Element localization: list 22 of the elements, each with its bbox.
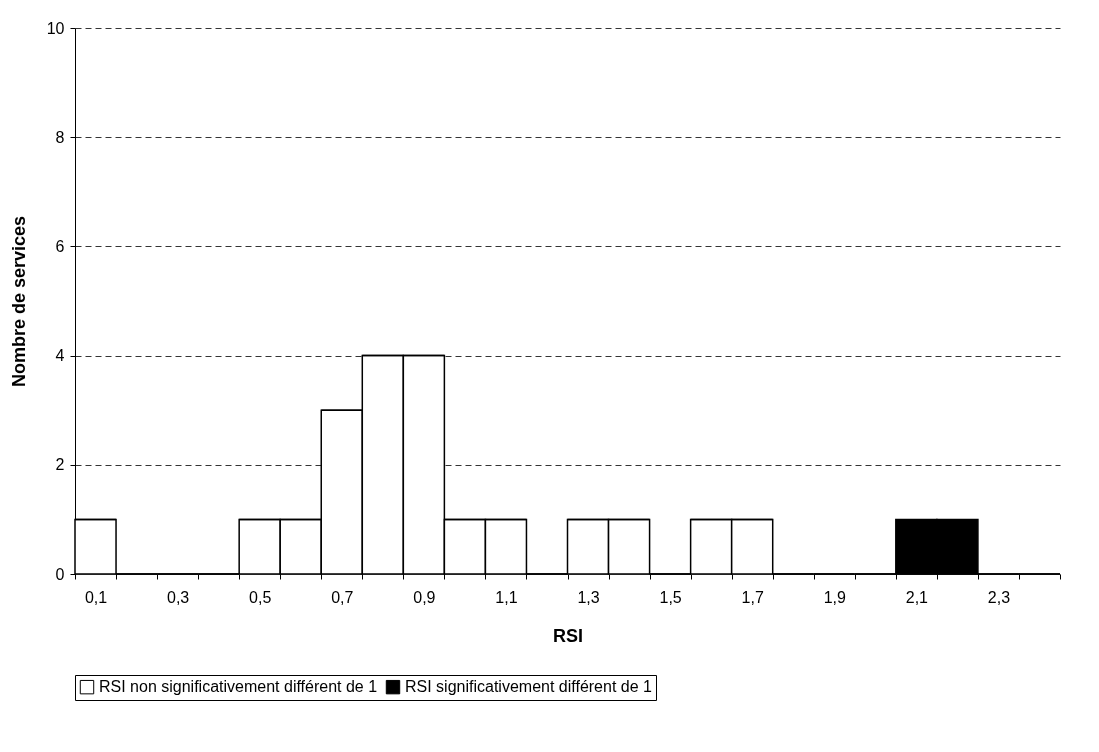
y-tick-label: 4 <box>55 347 65 365</box>
x-tick-label: 1,9 <box>823 588 846 606</box>
y-tick-label: 10 <box>46 19 65 37</box>
x-tick-label: 2,3 <box>987 588 1011 606</box>
x-tick-label: 0,9 <box>413 588 436 606</box>
legend-label: RSI significativement différent de 1 <box>405 678 653 696</box>
x-axis-title: RSI <box>552 625 584 646</box>
y-tick-label: 2 <box>55 456 65 474</box>
x-tick-label: 1,1 <box>495 588 518 606</box>
x-tick-label: 1,3 <box>577 588 600 606</box>
x-tick-label: 0,3 <box>166 588 190 606</box>
x-tick-label: 1,7 <box>741 588 764 606</box>
x-tick-label: 0,1 <box>84 588 108 606</box>
x-tick-label: 1,5 <box>659 588 682 606</box>
y-tick-label: 0 <box>55 565 65 583</box>
x-tick-label: 2,1 <box>905 588 929 606</box>
y-tick-label: 8 <box>55 128 65 146</box>
x-tick-label: 0,5 <box>249 588 272 606</box>
y-tick-label: 6 <box>55 237 65 255</box>
legend-label: RSI non significativement différent de 1 <box>99 678 378 696</box>
x-tick-label: 0,7 <box>331 588 354 606</box>
y-axis-title: Nombre de services <box>8 215 29 388</box>
